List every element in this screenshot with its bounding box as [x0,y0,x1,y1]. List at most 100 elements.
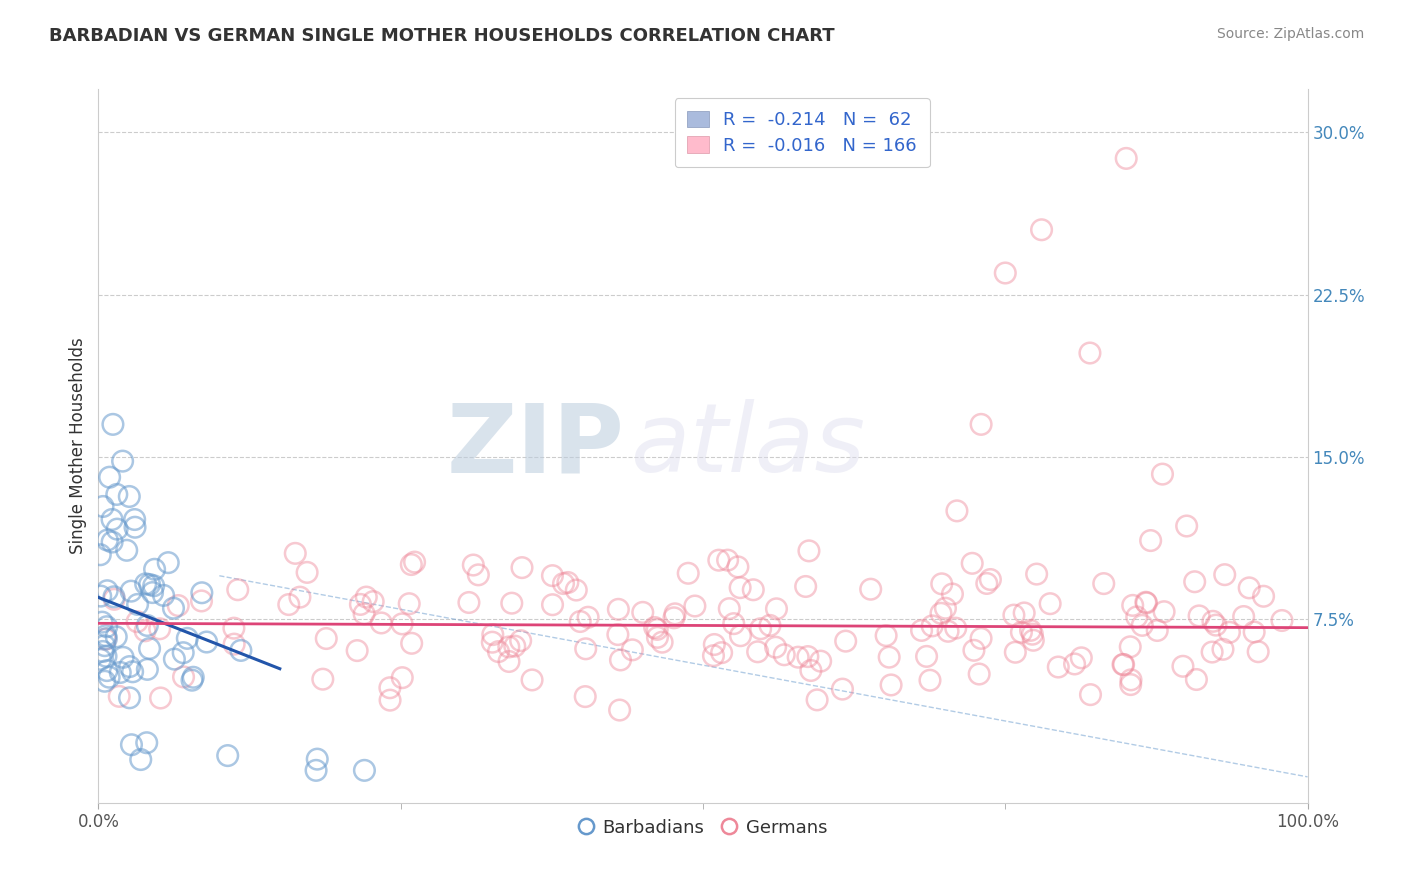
Point [945,621,967,635]
Point [481,627,503,641]
Point [361,594,384,608]
Point [96,664,118,678]
Point [541,568,564,582]
Point [834,634,856,648]
Point [941,587,963,601]
Point [498,640,520,654]
Point [134,624,156,638]
Point [111,454,134,468]
Point [747,645,769,659]
Point [963,643,986,657]
Point [157,556,180,570]
Point [488,644,510,658]
Point [498,655,520,669]
Point [609,703,631,717]
Point [1146,624,1168,638]
Point [859,582,882,597]
Point [1271,614,1294,628]
Point [1205,618,1227,632]
Point [181,673,204,688]
Point [1119,677,1142,691]
Point [181,670,204,684]
Point [800,664,823,678]
Point [509,633,531,648]
Point [98,470,121,484]
Point [575,641,598,656]
Point [229,643,252,657]
Point [765,640,787,655]
Point [115,543,138,558]
Point [191,586,214,600]
Point [222,621,245,635]
Point [1253,589,1275,603]
Point [915,649,938,664]
Point [574,690,596,704]
Point [121,738,143,752]
Point [1031,223,1053,237]
Point [89,652,111,666]
Point [143,562,166,576]
Point [105,630,128,644]
Point [401,636,423,650]
Point [98,670,121,684]
Point [91,644,114,658]
Point [120,584,142,599]
Point [105,487,128,501]
Point [136,662,159,676]
Point [1218,625,1240,640]
Point [728,581,751,595]
Point [1247,645,1270,659]
Point [806,693,828,707]
Point [1139,533,1161,548]
Point [1122,599,1144,613]
Point [404,555,426,569]
Point [307,752,329,766]
Point [1201,645,1223,659]
Point [217,748,239,763]
Point [569,615,592,629]
Point [702,648,724,663]
Point [979,573,1001,587]
Point [141,585,163,599]
Point [1012,606,1035,620]
Point [936,624,959,639]
Point [295,566,318,580]
Point [565,582,588,597]
Point [718,601,741,615]
Point [717,553,740,567]
Point [93,674,115,689]
Point [1135,595,1157,609]
Point [346,643,368,657]
Point [138,641,160,656]
Point [458,595,481,609]
Point [129,753,152,767]
Point [1125,610,1147,624]
Point [1021,627,1043,641]
Point [96,620,118,634]
Point [167,599,190,613]
Point [967,667,990,681]
Point [190,594,212,608]
Point [1019,624,1042,638]
Point [503,639,526,653]
Point [481,635,503,649]
Point [136,618,159,632]
Point [1025,567,1047,582]
Point [723,616,745,631]
Point [1243,625,1265,640]
Point [1112,657,1135,672]
Point [749,622,772,636]
Point [970,632,993,646]
Point [994,266,1017,280]
Point [1135,596,1157,610]
Point [135,736,157,750]
Point [609,653,631,667]
Point [94,649,117,664]
Point [710,646,733,660]
Point [108,690,131,704]
Text: atlas: atlas [630,400,866,492]
Point [1130,618,1153,632]
Point [391,671,413,685]
Point [135,577,157,591]
Point [96,533,118,547]
